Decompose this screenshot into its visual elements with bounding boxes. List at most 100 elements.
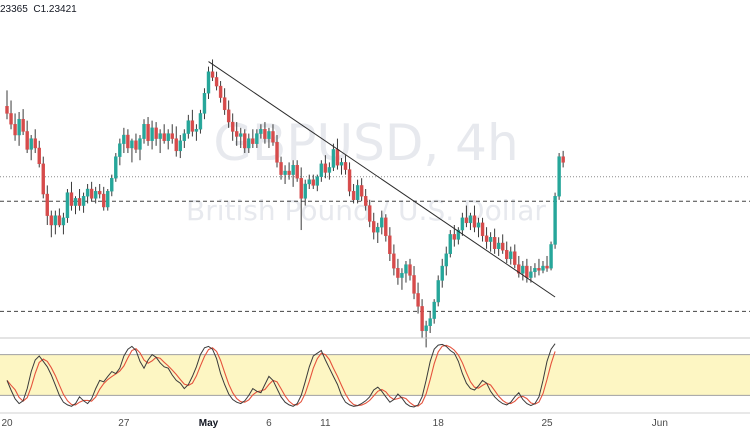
candle-body — [166, 133, 170, 141]
candle-body — [13, 124, 17, 136]
candle-body — [118, 143, 122, 157]
candle-body — [553, 196, 557, 245]
candle-body — [65, 192, 70, 219]
candle-body — [142, 124, 146, 139]
ohlc-close: C1.23421 — [33, 4, 77, 15]
candle-body — [138, 138, 142, 150]
candle-body — [17, 118, 21, 136]
candle-body — [45, 193, 49, 216]
candle-body — [295, 165, 299, 179]
stochastic-k-line — [6, 343, 556, 408]
candle-body — [492, 237, 497, 249]
candle-body — [529, 271, 533, 278]
candle-body — [57, 215, 62, 226]
candle-body — [150, 127, 154, 141]
candle-body — [214, 77, 219, 87]
candle-body — [202, 93, 207, 114]
candle-body — [372, 221, 376, 233]
candle-body — [291, 165, 295, 175]
candle-body — [472, 215, 477, 228]
candle-body — [505, 250, 509, 260]
candle-body — [363, 196, 368, 206]
x-tick-label: May — [199, 418, 219, 429]
candle-body — [198, 113, 203, 130]
time-axis: 20 27 May 6 11 18 25 Jun — [0, 412, 750, 429]
candle-body — [500, 242, 505, 251]
candle-body — [85, 188, 90, 197]
candle-body — [412, 275, 416, 294]
candle-body — [69, 192, 74, 206]
candle-body — [331, 149, 336, 168]
candle-body — [549, 244, 553, 269]
candle-body — [186, 120, 191, 134]
candle-body — [380, 217, 384, 228]
candle-body — [347, 169, 352, 192]
candle-body — [182, 133, 187, 141]
candle-body — [557, 156, 561, 197]
x-tick-label: 27 — [118, 418, 130, 429]
candle-body — [392, 253, 396, 269]
watermark-symbol: GBPUSD, 4h — [213, 114, 518, 172]
candle-body — [525, 265, 529, 278]
candle-body — [33, 138, 37, 149]
candle-body — [243, 133, 247, 149]
candle-body — [488, 237, 493, 242]
candle-body — [400, 273, 404, 278]
candle-body — [222, 97, 227, 111]
candle-body — [97, 190, 102, 195]
candle-body — [259, 129, 263, 134]
candle-body — [194, 129, 199, 132]
candle-body — [235, 131, 239, 137]
candle-body — [130, 140, 134, 149]
candle-body — [323, 163, 328, 173]
candle-body — [263, 129, 267, 139]
candle-body — [476, 222, 481, 228]
candle-body — [279, 162, 283, 175]
candle-body — [102, 193, 106, 208]
stochastic-d-line — [6, 344, 556, 407]
candle-body — [408, 264, 412, 276]
candle-body — [21, 118, 25, 132]
candle-body — [376, 226, 380, 233]
x-tick-label: 11 — [320, 418, 331, 429]
candle-body — [37, 147, 41, 165]
candle-body — [335, 149, 340, 166]
candle-body — [359, 185, 364, 197]
candle-body — [126, 134, 130, 149]
candle-body — [432, 301, 436, 319]
x-tick-label: 25 — [541, 418, 553, 429]
candle-body — [327, 167, 332, 173]
candle-body — [343, 162, 348, 170]
candle-body — [174, 138, 178, 152]
ohlc-readout: 23365 C1.23421 — [0, 4, 77, 15]
x-tick-label: 6 — [266, 418, 272, 429]
candle-body — [517, 264, 521, 274]
candle-body — [239, 133, 243, 137]
candle-body — [41, 163, 45, 195]
candle-body — [303, 183, 307, 199]
candle-body — [315, 176, 320, 186]
candle-body — [351, 190, 356, 201]
candle-body — [287, 170, 291, 175]
trendline-group[interactable] — [208, 61, 556, 298]
candle-body — [484, 235, 489, 242]
candles — [5, 59, 565, 348]
candle-body — [81, 196, 86, 206]
symbol-watermark: GBPUSD, 4h British Pound / U.S. Dollar — [186, 114, 546, 227]
candle-body — [255, 133, 259, 144]
candle-body — [396, 268, 400, 278]
candle-body — [440, 265, 444, 281]
candle-body — [267, 131, 271, 139]
candle-body — [537, 268, 541, 271]
candle-body — [106, 190, 110, 208]
candle-body — [53, 215, 58, 226]
candle-body — [388, 235, 392, 255]
ohlc-low-fragment: 23365 — [0, 4, 28, 15]
candle-body — [25, 131, 29, 150]
candle-body — [110, 178, 114, 192]
candle-body — [61, 217, 66, 226]
candle-body — [158, 133, 162, 139]
candle-body — [452, 234, 457, 240]
candle-body — [420, 306, 424, 332]
